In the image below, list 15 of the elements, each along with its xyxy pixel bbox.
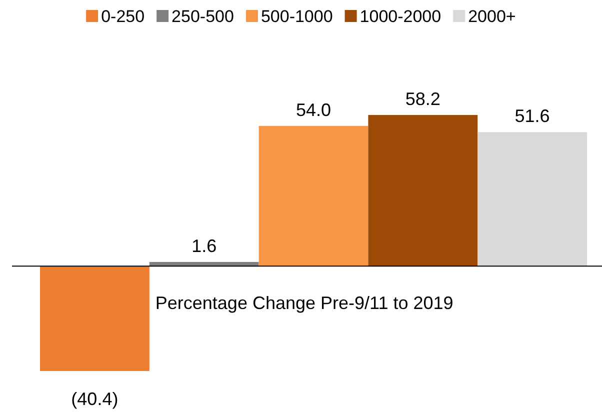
data-label: 54.0 [296, 100, 332, 120]
legend-label: 2000+ [468, 7, 516, 26]
legend-label: 500-1000 [260, 7, 333, 26]
data-label: (40.4) [71, 389, 118, 409]
data-label: 58.2 [405, 89, 440, 109]
data-label: 1.6 [192, 236, 217, 256]
legend-label: 0-250 [101, 7, 145, 26]
bar [368, 115, 478, 266]
x-axis-title: Percentage Change Pre-9/11 to 2019 [155, 293, 454, 314]
bar [478, 132, 587, 266]
legend-label: 250-500 [172, 7, 234, 26]
data-label: 51.6 [514, 106, 550, 126]
bar [258, 126, 368, 266]
legend-label: 1000-2000 [360, 7, 442, 26]
bar [40, 266, 150, 371]
